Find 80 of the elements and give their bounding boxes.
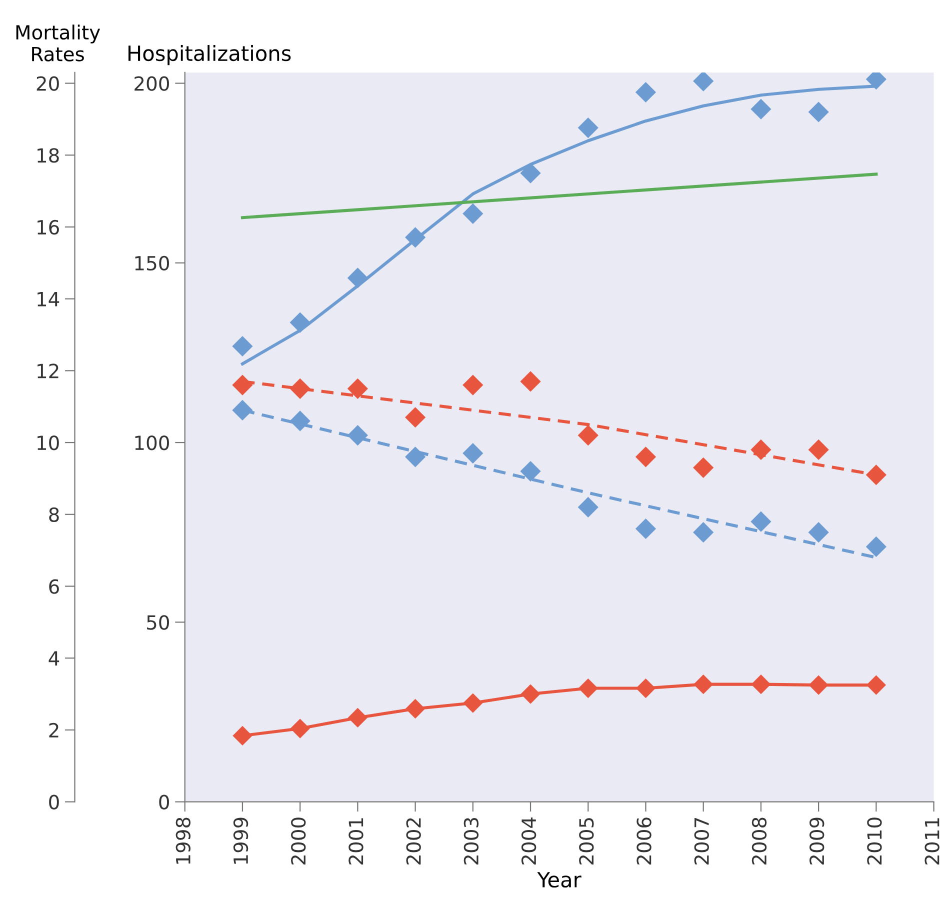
point [750, 98, 772, 120]
point [866, 464, 886, 486]
x-tick-label: 2010 [867, 818, 882, 864]
point [520, 684, 540, 704]
y-tick-label: 150 [135, 256, 169, 271]
point [751, 674, 771, 694]
point [635, 446, 656, 468]
y-tick-label: 0 [159, 794, 169, 810]
x-tick-label: 2004 [521, 817, 536, 864]
point [405, 698, 426, 719]
point [635, 82, 656, 103]
point [693, 457, 714, 478]
point [232, 374, 253, 396]
y2-tick-label: 0 [49, 794, 59, 810]
y2-tick-label: 6 [49, 579, 59, 594]
point [232, 400, 253, 420]
y2-tick-label: 8 [49, 507, 59, 522]
point [404, 446, 426, 468]
point [290, 718, 310, 738]
point [463, 693, 483, 713]
point [866, 536, 886, 558]
point [348, 708, 368, 728]
y-tick-label: 200 [134, 76, 169, 91]
y2-tick-label: 18 [38, 148, 59, 163]
point [693, 72, 714, 92]
x-tick-label: 2001 [348, 818, 364, 864]
point [462, 374, 484, 396]
point [578, 425, 598, 446]
x-tick-label: 2009 [809, 818, 824, 864]
y2-tick-label: 14 [38, 292, 60, 306]
y2-tick-label: 20 [36, 76, 59, 91]
y2-axis-title: Mortality Rates [16, 24, 100, 62]
point [290, 410, 310, 432]
point [404, 407, 426, 428]
point [347, 268, 368, 288]
x-tick-label: 2002 [406, 818, 421, 864]
x-tick-label: 1998 [176, 818, 190, 864]
point [808, 102, 829, 122]
point [808, 675, 828, 695]
point [750, 511, 772, 532]
x-tick-label: 1999 [233, 818, 248, 864]
x-tick-label: 2000 [291, 818, 306, 864]
point [750, 439, 772, 460]
y2-tick-label: 10 [38, 435, 59, 450]
y-tick-label: 100 [135, 435, 169, 450]
x-tick-label: 2006 [636, 818, 652, 864]
point [462, 203, 484, 224]
y2-tick-label: 4 [48, 651, 60, 666]
y-tick-label: 50 [147, 615, 169, 630]
point [520, 162, 541, 184]
point [462, 443, 484, 464]
y2-tick-label: 12 [38, 364, 58, 378]
point [520, 371, 541, 392]
y2-tick-label: 2 [49, 722, 58, 738]
point [808, 439, 829, 460]
point [866, 675, 886, 695]
point [636, 678, 656, 698]
point [520, 460, 541, 482]
x-axis-title: Year [537, 872, 582, 888]
y2-tick-label: 16 [38, 220, 59, 235]
point [404, 227, 426, 248]
point [635, 518, 656, 540]
point [347, 378, 368, 399]
point [578, 118, 598, 138]
point [693, 522, 714, 543]
point [347, 425, 368, 446]
x-tick-label: 2011 [924, 818, 940, 864]
point [808, 522, 829, 543]
point [290, 378, 310, 399]
x-tick-label: 2008 [752, 818, 767, 864]
point [232, 336, 253, 357]
x-tick-label: 2005 [579, 818, 594, 864]
point [290, 312, 310, 333]
point [578, 496, 598, 518]
point [694, 674, 714, 694]
x-tick-label: 2003 [464, 818, 479, 864]
point [578, 678, 598, 698]
x-tick-label: 2007 [694, 818, 709, 864]
point [232, 726, 252, 746]
y-axis-title: Hospitalizations [128, 45, 291, 66]
